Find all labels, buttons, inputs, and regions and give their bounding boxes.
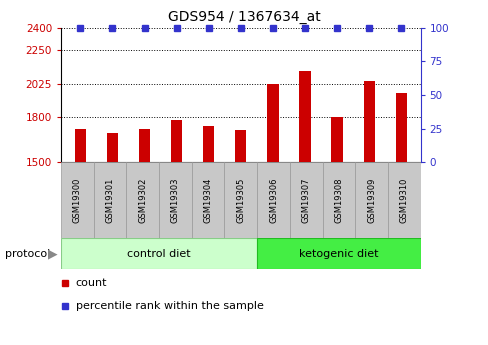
Text: GSM19306: GSM19306 [268,177,278,223]
Bar [126,162,159,238]
Text: GSM19305: GSM19305 [236,177,245,223]
Bar [61,162,94,238]
Bar [322,162,354,238]
Text: GSM19304: GSM19304 [203,177,212,223]
Bar [203,126,214,162]
Text: GSM19302: GSM19302 [138,177,147,223]
Text: GSM19301: GSM19301 [105,177,114,223]
Bar [159,162,191,238]
Bar [224,162,257,238]
Text: GSM19308: GSM19308 [334,177,343,223]
Bar [75,129,86,162]
Bar [299,71,310,162]
Text: GSM19310: GSM19310 [399,177,408,223]
Bar [191,162,224,238]
Bar [94,162,126,238]
Bar [395,93,406,162]
Text: protocol: protocol [5,249,50,258]
Bar [171,120,182,162]
Text: ketogenic diet: ketogenic diet [299,249,378,258]
Text: ▶: ▶ [47,247,57,260]
Text: GSM19303: GSM19303 [171,177,180,223]
Bar [139,129,150,162]
Text: count: count [75,278,107,288]
Bar [387,162,420,238]
Bar [289,162,322,238]
Bar [267,84,278,162]
Text: percentile rank within the sample: percentile rank within the sample [75,301,263,310]
Bar [107,132,118,162]
Bar [235,130,246,162]
Bar [331,117,342,162]
Text: GSM19309: GSM19309 [366,177,375,223]
Bar [363,81,374,162]
Text: GSM19307: GSM19307 [301,177,310,223]
Bar [257,238,420,269]
Bar [61,238,257,269]
Bar [354,162,387,238]
Text: GSM19300: GSM19300 [73,177,82,223]
Text: control diet: control diet [127,249,191,258]
Bar [257,162,289,238]
Text: GDS954 / 1367634_at: GDS954 / 1367634_at [168,10,320,24]
